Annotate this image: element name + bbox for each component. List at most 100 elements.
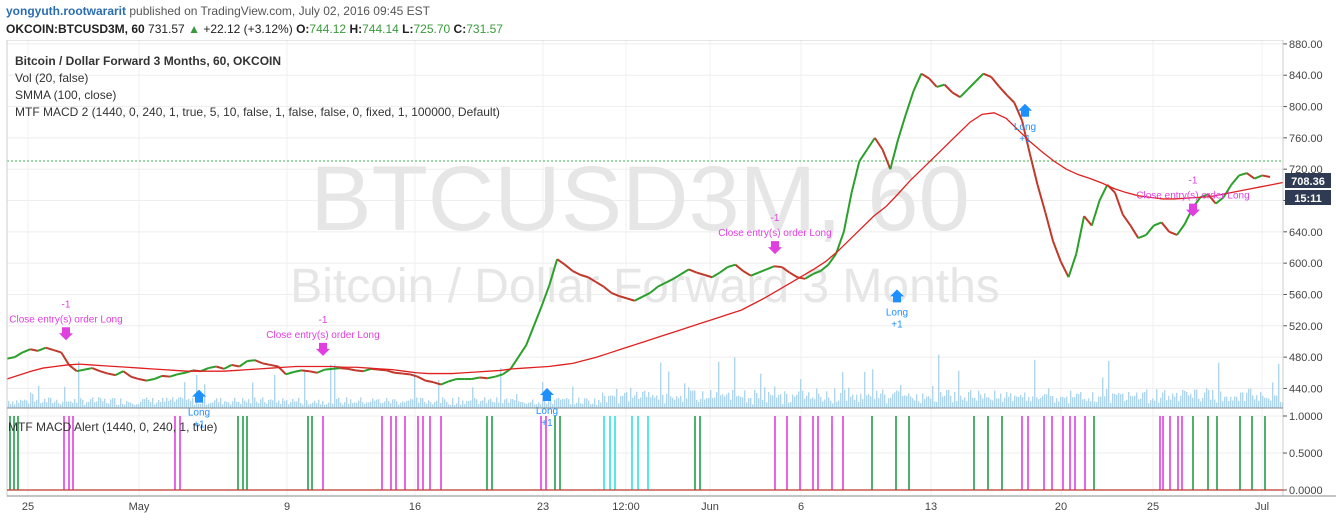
y-tick-label: 800.00 — [1289, 102, 1323, 114]
price-segment — [657, 281, 667, 288]
legend-vol[interactable]: Vol (20, false) — [15, 71, 89, 85]
volume-bar — [436, 400, 438, 408]
volume-bar — [432, 404, 434, 408]
volume-bar — [472, 387, 474, 408]
volume-bar — [1232, 400, 1234, 408]
volume-bar — [852, 394, 854, 408]
volume-bar — [1208, 389, 1210, 408]
volume-bar — [112, 398, 114, 408]
price-segment — [951, 91, 961, 99]
volume-bar — [824, 399, 826, 408]
price-segment — [509, 356, 520, 370]
volume-bar — [280, 404, 282, 408]
price-segment — [417, 375, 426, 382]
volume-bar — [1074, 397, 1076, 408]
price-segment — [223, 364, 233, 370]
volume-bar — [580, 403, 582, 408]
price-segment — [107, 372, 116, 377]
volume-bar — [978, 390, 980, 408]
volume-bar — [1256, 395, 1258, 408]
volume-bar — [1104, 396, 1106, 408]
price-segment — [1121, 214, 1132, 227]
volume-bar — [962, 399, 964, 408]
volume-bar — [1258, 401, 1260, 408]
volume-bar — [26, 400, 28, 408]
volume-bar — [1052, 395, 1054, 408]
arrow-down-icon — [316, 342, 330, 356]
price-segment — [1083, 215, 1093, 227]
volume-bar — [788, 402, 790, 408]
x-tick-label: 12:00 — [612, 501, 640, 513]
volume-bar — [1102, 377, 1104, 408]
price-chart[interactable]: BTCUSD3M, 60 Bitcoin / Dollar Forward 3 … — [0, 40, 1336, 522]
volume-bar — [560, 399, 562, 408]
volume-bar — [40, 403, 42, 408]
volume-bar — [822, 401, 824, 408]
price-segment — [1238, 172, 1248, 177]
volume-bar — [1022, 397, 1024, 408]
price-segment — [215, 365, 225, 370]
volume-bar — [382, 402, 384, 408]
price-segment — [1052, 240, 1062, 262]
price-segment — [974, 72, 985, 83]
volume-bar — [1114, 393, 1116, 408]
volume-bar — [850, 396, 852, 408]
volume-bar — [946, 389, 948, 408]
volume-bar — [1064, 397, 1066, 408]
volume-bar — [498, 402, 500, 408]
volume-bar — [1178, 401, 1180, 408]
price-segment — [1044, 211, 1055, 242]
volume-bar — [786, 393, 788, 408]
volume-bar — [620, 396, 622, 408]
price-segment — [1137, 234, 1147, 240]
volume-bar — [554, 399, 556, 408]
volume-bar — [220, 397, 222, 408]
volume-bar — [540, 404, 542, 408]
volume-bar — [934, 401, 936, 408]
volume-bar — [682, 401, 684, 408]
volume-bar — [674, 399, 676, 408]
volume-bar — [698, 401, 700, 408]
volume-bar — [676, 396, 678, 408]
volume-bar — [1056, 398, 1058, 408]
volume-bar — [954, 391, 956, 408]
volume-bar — [356, 402, 358, 408]
price-segment — [1067, 253, 1078, 278]
volume-bar — [530, 402, 532, 408]
volume-bar — [664, 403, 666, 408]
volume-bar — [410, 398, 412, 408]
price-segment — [967, 80, 977, 91]
price-segment — [409, 373, 418, 378]
alert-pane-title[interactable]: MTF MACD Alert (1440, 0, 240, 1, true) — [8, 420, 218, 434]
volume-bar — [522, 402, 524, 408]
volume-bar — [1088, 398, 1090, 408]
x-tick-label: Jul — [1255, 501, 1269, 513]
volume-bar — [174, 401, 176, 408]
legend-smma[interactable]: SMMA (100, close) — [15, 88, 117, 102]
volume-bar — [90, 399, 92, 408]
volume-bar — [114, 398, 116, 408]
volume-bar — [666, 393, 668, 408]
volume-bar — [16, 400, 18, 408]
legend-macd[interactable]: MTF MACD 2 (1440, 0, 240, 1, true, 5, 10… — [15, 105, 500, 119]
volume-bar — [398, 404, 400, 408]
volume-bar — [878, 398, 880, 408]
author-link[interactable]: yongyuth.rootwararit — [6, 4, 127, 18]
price-segment — [850, 161, 861, 193]
volume-bar — [754, 389, 756, 408]
volume-bar — [64, 386, 66, 408]
volume-bar — [914, 400, 916, 408]
volume-bar — [662, 394, 664, 408]
volume-bar — [906, 395, 908, 408]
price-segment — [688, 268, 697, 274]
volume-bar — [868, 394, 870, 408]
chart-area[interactable]: BTCUSD3M, 60 Bitcoin / Dollar Forward 3 … — [0, 40, 1336, 522]
volume-bar — [462, 400, 464, 408]
volume-bar — [900, 385, 902, 408]
volume-bar — [606, 402, 608, 408]
volume-bar — [1180, 396, 1182, 408]
volume-bar — [1202, 397, 1204, 408]
volume-bar — [62, 401, 64, 408]
price-segment — [14, 351, 24, 358]
volume-bar — [482, 400, 484, 408]
